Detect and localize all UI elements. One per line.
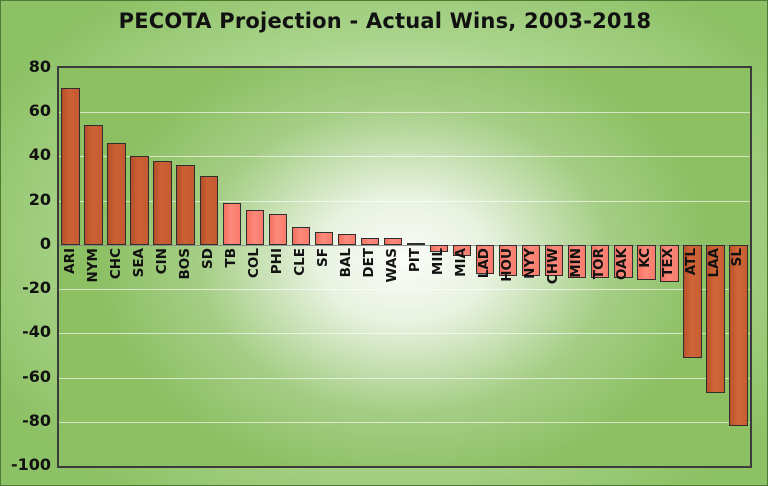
x-axis-tick-label: ATL [683, 247, 700, 276]
x-axis-tick-label: PHI [268, 247, 285, 275]
x-axis-tick-label: TEX [660, 247, 677, 277]
bar-ari [61, 87, 80, 245]
bar-min [568, 244, 587, 279]
x-axis-tick-label: CHW [545, 247, 562, 284]
x-axis-tick-label: MIA [453, 247, 470, 277]
bar-phi [268, 213, 288, 245]
y-axis-tick-label: -20 [22, 278, 51, 298]
bar-mia [452, 244, 472, 256]
bar-hou [498, 244, 518, 276]
y-axis-tick-label: 40 [28, 145, 51, 165]
bar-sf [314, 231, 334, 245]
bar-sea [130, 156, 149, 245]
y-axis-tick-label: 80 [28, 57, 51, 76]
x-axis-tick-label: CLE [291, 247, 308, 276]
y-axis-tick-label: -100 [10, 455, 51, 474]
gridline [59, 156, 750, 158]
x-axis-tick-label: LAD [476, 247, 493, 279]
bar-atl [683, 244, 702, 358]
bar-chc [107, 143, 126, 245]
gridline [59, 377, 750, 379]
x-axis-tick-label: WAS [383, 247, 400, 283]
bar-kc [637, 244, 656, 281]
plot-area: ARI NYM CHC SEA CIN BOS SD TB COL PHI CLE SF BAL DET W… [57, 66, 752, 468]
gridline [59, 112, 750, 114]
x-axis-tick-label: SL [729, 247, 746, 267]
y-axis-tick-label: 0 [39, 233, 51, 253]
bar-cin [153, 160, 172, 245]
bar-pit [406, 242, 426, 245]
x-axis-tick-label: SF [314, 247, 331, 267]
x-axis-tick-label: CHC [107, 247, 124, 279]
gridline [59, 200, 750, 202]
bar-sd [199, 176, 218, 245]
bar-col [245, 209, 264, 245]
y-axis-tick-label: -80 [22, 410, 51, 430]
bar-nyy [521, 244, 541, 276]
bar-sl [729, 244, 748, 427]
x-axis-tick-label: PIT [407, 247, 424, 273]
x-axis-tick-label: MIN [568, 247, 585, 278]
x-axis-tick-label: SEA [130, 247, 147, 278]
x-axis-tick-label: MIL [430, 247, 447, 275]
gridline [59, 333, 750, 335]
x-axis-tick-label: CIN [153, 247, 170, 275]
x-axis-tick-label: SD [199, 247, 216, 269]
x-axis-tick-label: BOS [176, 247, 193, 280]
chart-title: PECOTA Projection - Actual Wins, 2003-20… [118, 9, 652, 33]
x-axis-tick-label: NYY [522, 247, 539, 279]
x-axis-tick-label: TB [222, 247, 239, 268]
bar-bal [337, 233, 357, 245]
bar-bos [176, 165, 195, 245]
bar-laa [706, 244, 725, 394]
x-axis-tick-label: TOR [591, 247, 608, 279]
bar-mil [429, 244, 449, 252]
bar-lad [475, 244, 495, 274]
x-axis-tick-label: HOU [499, 247, 516, 282]
y-axis-tick-label: -40 [22, 322, 51, 342]
bar-det [360, 238, 380, 245]
y-axis-labels: 80 60 40 20 0 -20 -40 -60 -80 -100 [1, 57, 51, 474]
bar-was [383, 238, 403, 245]
bar-nym [84, 125, 103, 245]
x-axis-tick-label: COL [245, 247, 262, 278]
x-axis-tick-label: DET [360, 247, 377, 278]
x-axis-tick-label: NYM [84, 247, 101, 283]
x-axis-tick-label: KC [637, 247, 654, 268]
x-axis-tick-label: OAK [614, 247, 631, 280]
x-axis-tick-label: LAA [706, 247, 723, 278]
bar-chw [545, 244, 564, 276]
x-axis-tick-label: ARI [61, 247, 78, 274]
gridline [59, 421, 750, 423]
y-axis-tick-label: 60 [28, 101, 51, 121]
y-axis-tick-label: 20 [28, 189, 51, 209]
bar-tb [222, 202, 241, 245]
bar-oak [614, 244, 633, 279]
zero-axis-line [59, 244, 750, 246]
y-axis-tick-label: -60 [22, 366, 51, 386]
bar-tor [591, 244, 610, 279]
bar-tex [660, 244, 679, 283]
gridline [59, 289, 750, 291]
bar-cle [291, 227, 311, 245]
x-axis-tick-label: BAL [337, 247, 354, 278]
